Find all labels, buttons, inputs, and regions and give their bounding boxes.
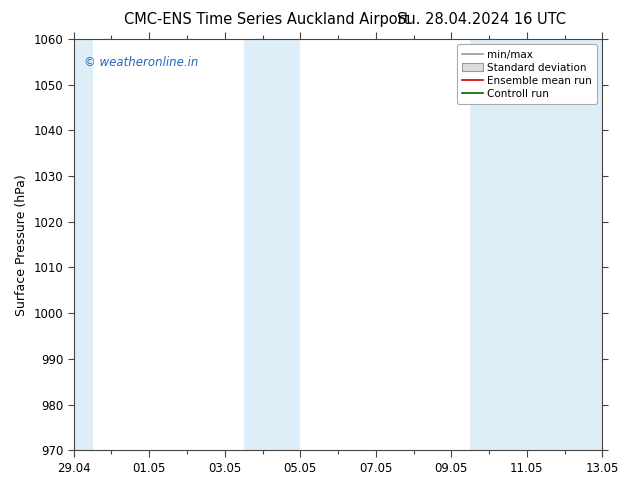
Legend: min/max, Standard deviation, Ensemble mean run, Controll run: min/max, Standard deviation, Ensemble me… (457, 44, 597, 104)
Bar (470, 39, 602, 450)
Text: Su. 28.04.2024 16 UTC: Su. 28.04.2024 16 UTC (398, 12, 566, 27)
Bar (243, 39, 301, 450)
Text: CMC-ENS Time Series Auckland Airport: CMC-ENS Time Series Auckland Airport (124, 12, 409, 27)
Text: © weatheronline.in: © weatheronline.in (84, 55, 198, 69)
Bar (74, 39, 93, 450)
Y-axis label: Surface Pressure (hPa): Surface Pressure (hPa) (15, 174, 28, 316)
